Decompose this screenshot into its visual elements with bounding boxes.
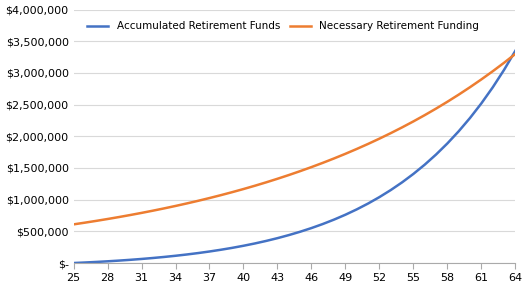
Accumulated Retirement Funds xyxy=(263,239,269,243)
Accumulated Retirement Funds xyxy=(252,242,258,245)
Accumulated Retirement Funds xyxy=(229,246,235,250)
Accumulated Retirement Funds xyxy=(70,261,77,265)
Line: Necessary Retirement Funding: Necessary Retirement Funding xyxy=(73,54,515,224)
Necessary Retirement Funding xyxy=(456,93,462,96)
Accumulated Retirement Funds xyxy=(421,163,428,166)
Accumulated Retirement Funds xyxy=(410,172,417,176)
Necessary Retirement Funding xyxy=(365,142,371,146)
Accumulated Retirement Funds xyxy=(467,116,473,120)
Necessary Retirement Funding xyxy=(410,120,417,123)
Accumulated Retirement Funds xyxy=(444,142,450,145)
Necessary Retirement Funding xyxy=(354,147,360,151)
Necessary Retirement Funding xyxy=(138,211,145,215)
Necessary Retirement Funding xyxy=(275,177,281,181)
Necessary Retirement Funding xyxy=(195,199,201,203)
Accumulated Retirement Funds xyxy=(127,258,134,262)
Necessary Retirement Funding xyxy=(229,190,235,194)
Necessary Retirement Funding xyxy=(388,131,394,135)
Accumulated Retirement Funds xyxy=(456,129,462,133)
Accumulated Retirement Funds xyxy=(116,259,122,262)
Accumulated Retirement Funds xyxy=(297,230,303,234)
Accumulated Retirement Funds xyxy=(286,233,292,237)
Necessary Retirement Funding xyxy=(184,202,190,205)
Necessary Retirement Funding xyxy=(433,107,439,110)
Accumulated Retirement Funds xyxy=(342,213,348,216)
Necessary Retirement Funding xyxy=(240,187,247,191)
Accumulated Retirement Funds xyxy=(376,195,383,199)
Accumulated Retirement Funds xyxy=(161,255,167,259)
Accumulated Retirement Funds xyxy=(206,250,213,253)
Necessary Retirement Funding xyxy=(489,70,496,73)
Necessary Retirement Funding xyxy=(376,137,383,140)
Necessary Retirement Funding xyxy=(252,184,258,188)
Necessary Retirement Funding xyxy=(331,157,337,160)
Accumulated Retirement Funds xyxy=(275,236,281,240)
Accumulated Retirement Funds xyxy=(433,153,439,156)
Accumulated Retirement Funds xyxy=(365,202,371,205)
Line: Accumulated Retirement Funds: Accumulated Retirement Funds xyxy=(73,51,515,263)
Accumulated Retirement Funds xyxy=(149,256,156,260)
Accumulated Retirement Funds xyxy=(512,49,518,53)
Necessary Retirement Funding xyxy=(161,207,167,210)
Necessary Retirement Funding xyxy=(116,215,122,219)
Accumulated Retirement Funds xyxy=(82,261,88,264)
Accumulated Retirement Funds xyxy=(489,86,496,89)
Accumulated Retirement Funds xyxy=(308,226,315,230)
Necessary Retirement Funding xyxy=(399,126,406,129)
Necessary Retirement Funding xyxy=(105,217,111,221)
Accumulated Retirement Funds xyxy=(478,102,485,105)
Accumulated Retirement Funds xyxy=(218,248,224,251)
Accumulated Retirement Funds xyxy=(331,218,337,221)
Necessary Retirement Funding xyxy=(478,78,485,81)
Accumulated Retirement Funds xyxy=(195,251,201,255)
Accumulated Retirement Funds xyxy=(388,188,394,192)
Accumulated Retirement Funds xyxy=(501,68,507,72)
Necessary Retirement Funding xyxy=(444,100,450,103)
Accumulated Retirement Funds xyxy=(184,253,190,256)
Accumulated Retirement Funds xyxy=(172,254,178,257)
Accumulated Retirement Funds xyxy=(319,222,326,226)
Necessary Retirement Funding xyxy=(149,209,156,212)
Necessary Retirement Funding xyxy=(82,221,88,224)
Accumulated Retirement Funds xyxy=(399,181,406,184)
Necessary Retirement Funding xyxy=(218,193,224,197)
Legend: Accumulated Retirement Funds, Necessary Retirement Funding: Accumulated Retirement Funds, Necessary … xyxy=(83,17,484,36)
Necessary Retirement Funding xyxy=(342,152,348,155)
Necessary Retirement Funding xyxy=(467,86,473,89)
Necessary Retirement Funding xyxy=(70,223,77,226)
Necessary Retirement Funding xyxy=(206,196,213,200)
Accumulated Retirement Funds xyxy=(93,260,99,264)
Necessary Retirement Funding xyxy=(172,204,178,208)
Necessary Retirement Funding xyxy=(308,165,315,169)
Necessary Retirement Funding xyxy=(286,173,292,177)
Necessary Retirement Funding xyxy=(127,213,134,217)
Accumulated Retirement Funds xyxy=(354,208,360,211)
Accumulated Retirement Funds xyxy=(138,257,145,261)
Necessary Retirement Funding xyxy=(421,113,428,117)
Accumulated Retirement Funds xyxy=(240,244,247,247)
Necessary Retirement Funding xyxy=(319,161,326,164)
Accumulated Retirement Funds xyxy=(105,260,111,263)
Necessary Retirement Funding xyxy=(263,181,269,184)
Necessary Retirement Funding xyxy=(93,219,99,223)
Necessary Retirement Funding xyxy=(501,61,507,64)
Necessary Retirement Funding xyxy=(297,169,303,173)
Necessary Retirement Funding xyxy=(512,52,518,56)
